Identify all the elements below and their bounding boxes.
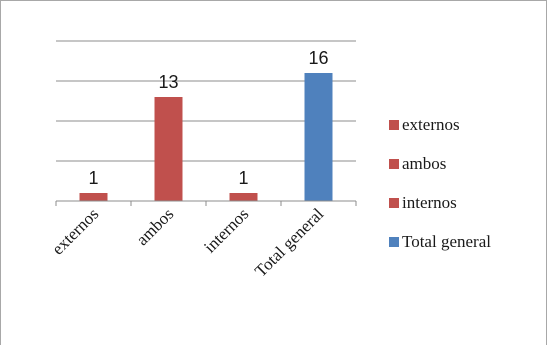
legend-label: Total general bbox=[402, 231, 491, 251]
legend: externos ambos internos Total general bbox=[389, 105, 547, 261]
data-label: 1 bbox=[238, 168, 248, 188]
legend-swatch bbox=[389, 236, 399, 247]
legend-swatch bbox=[389, 158, 399, 169]
legend-swatch bbox=[389, 197, 399, 208]
x-tick-label: externos bbox=[48, 204, 102, 258]
bar bbox=[304, 73, 333, 201]
bars bbox=[79, 73, 333, 201]
data-label: 13 bbox=[158, 72, 178, 92]
x-tick-label: Total general bbox=[251, 204, 328, 281]
data-label: 16 bbox=[308, 48, 328, 68]
legend-label: internos bbox=[402, 192, 457, 212]
bar bbox=[154, 97, 183, 201]
legend-label: externos bbox=[402, 114, 460, 134]
bar bbox=[229, 193, 258, 201]
data-labels: 1 13 1 16 bbox=[88, 48, 328, 188]
legend-item: Total general bbox=[389, 222, 547, 261]
legend-swatch bbox=[389, 119, 399, 130]
legend-item: externos bbox=[389, 105, 547, 144]
x-tick-label: internos bbox=[200, 204, 252, 256]
x-tick-label: ambos bbox=[133, 204, 178, 249]
legend-label: ambos bbox=[402, 153, 447, 173]
bar bbox=[79, 193, 108, 201]
legend-item: internos bbox=[389, 183, 547, 222]
legend-item: ambos bbox=[389, 144, 547, 183]
x-axis bbox=[55, 200, 357, 206]
data-label: 1 bbox=[88, 168, 98, 188]
